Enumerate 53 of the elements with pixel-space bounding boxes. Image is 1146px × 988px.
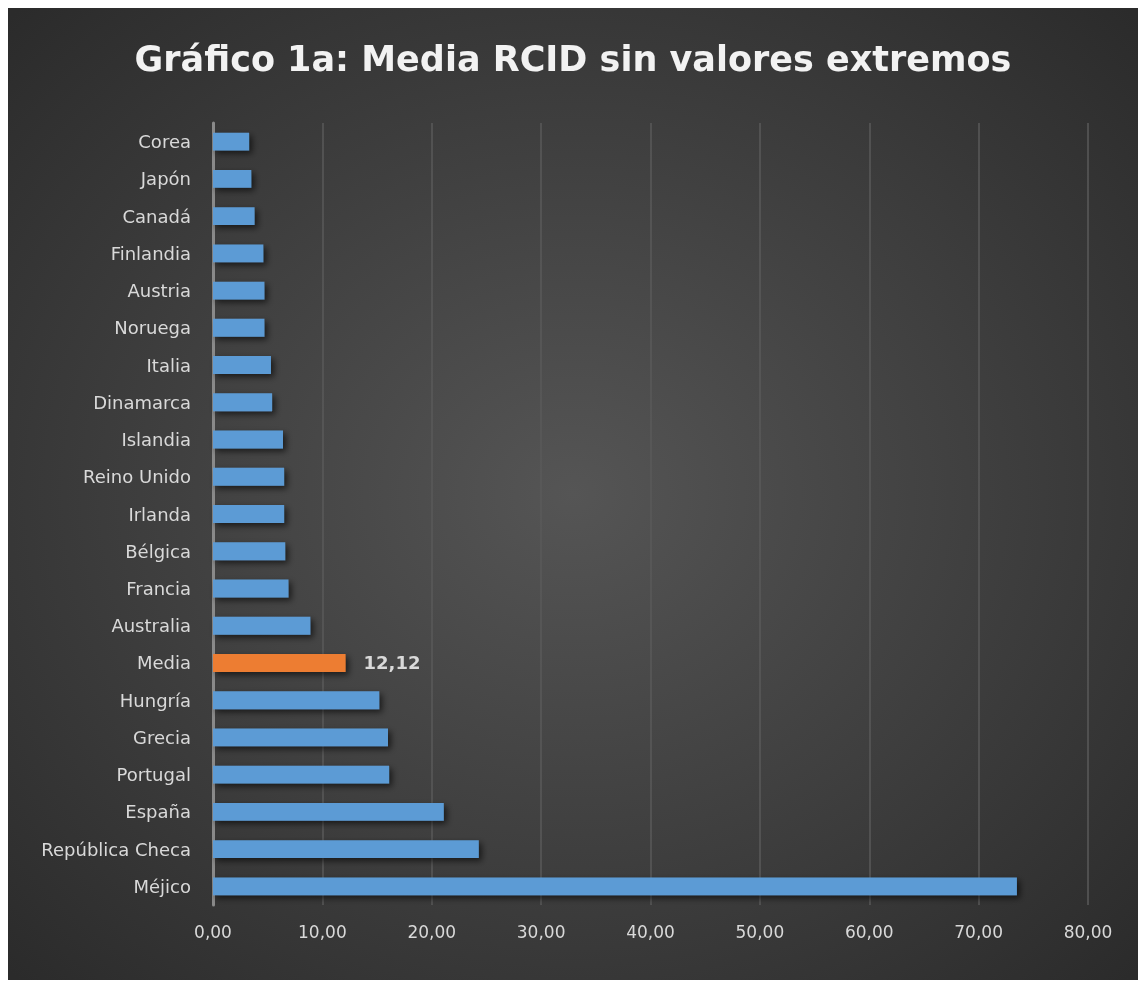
y-tick-label: Reino Unido — [83, 466, 191, 488]
bar — [213, 467, 285, 486]
bar — [213, 877, 1017, 896]
bar — [213, 840, 479, 859]
bar — [213, 356, 271, 374]
bar — [213, 654, 346, 672]
y-tick-label: Grecia — [133, 726, 191, 748]
y-tick-label: Dinamarca — [93, 391, 191, 413]
bar — [213, 802, 444, 821]
y-tick-label: Australia — [111, 615, 191, 637]
y-tick-label: Finlandia — [110, 242, 191, 264]
x-tick-label: 30,00 — [516, 921, 566, 942]
bar — [213, 132, 250, 151]
y-tick-label: Corea — [138, 131, 191, 153]
bar — [213, 430, 283, 449]
y-tick-label: Bélgica — [125, 540, 191, 562]
bar — [213, 505, 285, 523]
bar — [213, 318, 265, 337]
bar — [213, 207, 255, 226]
chart-title: Gráfico 1a: Media RCID sin valores extremos — [134, 38, 1012, 79]
bar — [213, 579, 289, 598]
bar — [213, 616, 311, 635]
y-tick-label: República Checa — [41, 838, 191, 860]
y-tick-label: Francia — [126, 577, 191, 599]
x-tick-label: 0,00 — [194, 921, 232, 942]
y-tick-label: España — [125, 801, 191, 823]
bar — [213, 244, 264, 263]
y-tick-label: Irlanda — [128, 503, 191, 525]
bar — [213, 281, 265, 300]
bar — [213, 765, 390, 784]
y-tick-label: Canadá — [122, 205, 191, 227]
y-tick-label: Japón — [139, 168, 191, 190]
x-tick-label: 60,00 — [844, 921, 894, 942]
y-tick-label: Italia — [146, 354, 191, 376]
x-tick-label: 70,00 — [954, 921, 1003, 942]
y-tick-label: Méjico — [133, 875, 191, 897]
y-tick-label: Portugal — [116, 764, 191, 786]
y-tick-label: Noruega — [114, 317, 191, 339]
bar — [213, 169, 252, 188]
bar — [213, 728, 388, 747]
data-label: 12,12 — [363, 652, 421, 674]
x-tick-label: 20,00 — [407, 921, 457, 942]
y-tick-label: Hungría — [119, 689, 191, 711]
y-tick-label: Islandia — [121, 429, 191, 451]
x-tick-label: 80,00 — [1063, 921, 1113, 942]
x-tick-label: 40,00 — [626, 921, 675, 942]
x-tick-label: 10,00 — [298, 921, 347, 942]
y-tick-label: Media — [136, 652, 191, 674]
bar — [213, 393, 273, 412]
x-tick-label: 50,00 — [735, 921, 785, 942]
bar — [213, 691, 380, 710]
bar — [213, 542, 286, 561]
y-tick-label: Austria — [127, 280, 191, 302]
